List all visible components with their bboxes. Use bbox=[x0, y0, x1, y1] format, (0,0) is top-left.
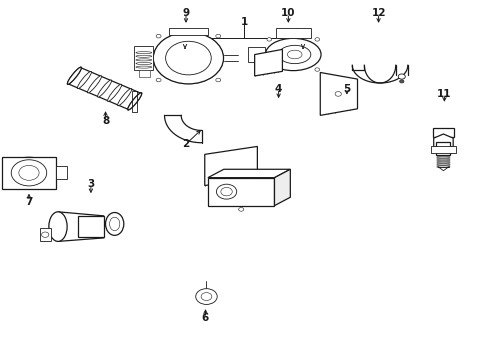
Bar bbox=[275, 28, 310, 39]
Ellipse shape bbox=[127, 93, 142, 110]
Text: 8: 8 bbox=[102, 116, 109, 126]
Bar bbox=[134, 46, 153, 70]
Ellipse shape bbox=[127, 93, 142, 110]
Polygon shape bbox=[207, 169, 290, 178]
Ellipse shape bbox=[77, 71, 91, 89]
Ellipse shape bbox=[118, 89, 131, 106]
Circle shape bbox=[153, 32, 223, 84]
Bar bbox=[432, 128, 453, 137]
Text: 6: 6 bbox=[202, 313, 209, 323]
Bar bbox=[247, 47, 265, 62]
Bar bbox=[2, 157, 56, 189]
Polygon shape bbox=[254, 49, 282, 76]
Circle shape bbox=[216, 184, 236, 199]
Ellipse shape bbox=[265, 39, 321, 71]
Circle shape bbox=[399, 80, 403, 83]
Bar bbox=[169, 28, 207, 35]
Text: 3: 3 bbox=[87, 179, 94, 189]
Polygon shape bbox=[204, 147, 257, 186]
Text: 5: 5 bbox=[343, 84, 350, 94]
Bar bbox=[435, 142, 449, 155]
Ellipse shape bbox=[49, 212, 67, 242]
Text: 9: 9 bbox=[182, 8, 189, 18]
Circle shape bbox=[314, 68, 319, 71]
Bar bbox=[139, 70, 149, 77]
Circle shape bbox=[215, 34, 220, 38]
Circle shape bbox=[41, 232, 49, 237]
Text: 10: 10 bbox=[281, 8, 295, 18]
Circle shape bbox=[156, 34, 161, 38]
Text: 4: 4 bbox=[274, 84, 282, 94]
Bar bbox=[132, 91, 137, 112]
Circle shape bbox=[215, 78, 220, 82]
Circle shape bbox=[397, 74, 405, 79]
Bar bbox=[207, 178, 274, 206]
Bar bbox=[40, 228, 51, 242]
Ellipse shape bbox=[67, 67, 81, 84]
Bar bbox=[78, 216, 103, 237]
Circle shape bbox=[11, 160, 47, 186]
Polygon shape bbox=[433, 134, 452, 150]
Ellipse shape bbox=[107, 84, 122, 102]
Text: 7: 7 bbox=[25, 197, 33, 207]
Ellipse shape bbox=[105, 212, 123, 235]
Circle shape bbox=[314, 38, 319, 41]
Polygon shape bbox=[274, 169, 290, 206]
Polygon shape bbox=[320, 72, 357, 115]
Text: 2: 2 bbox=[182, 139, 189, 149]
Text: 12: 12 bbox=[370, 8, 385, 18]
Bar bbox=[56, 166, 67, 179]
Ellipse shape bbox=[67, 67, 81, 84]
Bar bbox=[430, 146, 455, 153]
Circle shape bbox=[334, 92, 341, 96]
Ellipse shape bbox=[87, 76, 102, 93]
Ellipse shape bbox=[97, 80, 111, 97]
Circle shape bbox=[266, 38, 271, 41]
Text: 11: 11 bbox=[436, 89, 451, 99]
Circle shape bbox=[156, 78, 161, 82]
Circle shape bbox=[266, 68, 271, 71]
Text: 1: 1 bbox=[241, 17, 247, 27]
Circle shape bbox=[195, 289, 217, 305]
